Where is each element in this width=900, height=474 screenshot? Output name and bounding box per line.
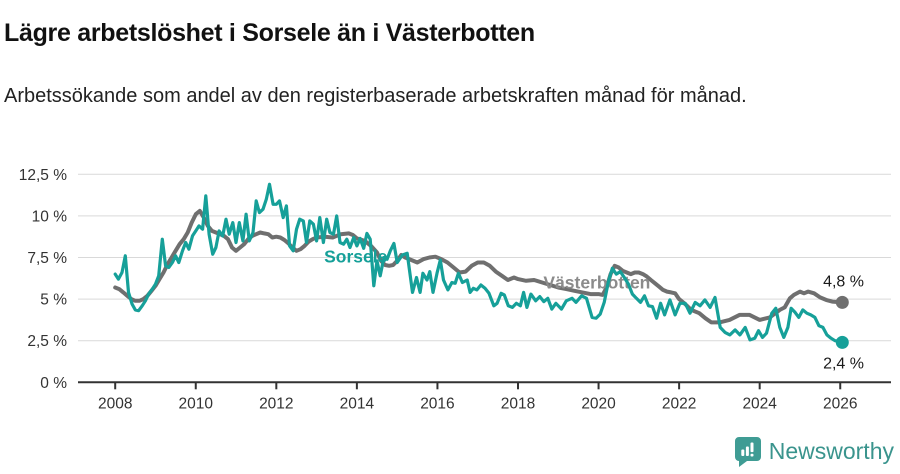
x-axis-tick-label: 2010	[179, 395, 214, 412]
y-axis-tick-label: 2,5 %	[27, 333, 67, 350]
series-end-value-label: 4,8 %	[823, 273, 864, 290]
x-axis-tick-label: 2026	[823, 395, 857, 412]
series-line-sorsele	[113, 182, 844, 344]
x-axis-tick-label: 2018	[501, 395, 535, 412]
page-title: Lägre arbetslöshet i Sorsele än i Väster…	[4, 18, 535, 47]
y-axis-tick-label: 12,5 %	[19, 167, 67, 184]
bar-chart-speech-bubble-icon	[734, 437, 761, 467]
brand-name: Newsworthy	[768, 438, 894, 464]
y-axis-tick-label: 10 %	[32, 208, 68, 225]
y-axis-tick-label: 0 %	[40, 375, 67, 392]
x-axis-tick-label: 2008	[98, 395, 132, 412]
series-label: Västerbotten	[543, 272, 650, 292]
line-chart: 0 % 2,5 % 5 % 7,5 % 10 % 12,5 % 2008 2010 2012 20…	[19, 167, 891, 412]
x-axis-tick-label: 2020	[581, 395, 616, 412]
x-axis-tick-label: 2016	[420, 395, 454, 412]
series-end-dot	[835, 295, 849, 309]
x-axis-tick-label: 2014	[340, 395, 375, 412]
y-axis-tick-label: 5 %	[40, 292, 67, 309]
newsworthy-branding: Newsworthy	[734, 436, 894, 467]
chart-subtitle: Arbetssökande som andel av den registerb…	[4, 85, 747, 107]
x-axis-tick-label: 2024	[742, 395, 777, 412]
x-axis-tick-label: 2012	[259, 395, 293, 412]
x-axis-tick-label: 2022	[662, 395, 696, 412]
series-label: Sorsele	[324, 247, 387, 267]
series-end-dot	[835, 335, 849, 349]
y-axis-tick-label: 7,5 %	[27, 250, 67, 267]
series-end-value-label: 2,4 %	[823, 355, 864, 372]
